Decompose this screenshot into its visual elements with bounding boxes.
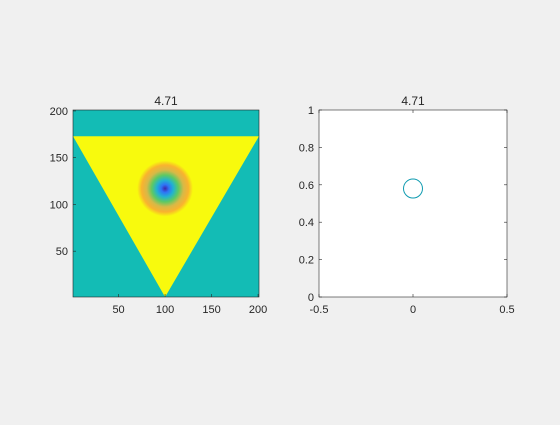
image-x-tick-label: 100: [156, 304, 174, 316]
triangle-region: [73, 136, 259, 297]
scatter-y-tick-label: 0.6: [299, 180, 314, 192]
gaussian-blob: [137, 160, 193, 217]
image-x-tick-label: 50: [112, 304, 124, 316]
scatter-point[interactable]: [403, 178, 423, 199]
image-y-tick-label: 50: [56, 246, 68, 258]
image-y-tick-label: 150: [50, 153, 68, 165]
scatter-x-tick-label: -0.5: [310, 304, 329, 316]
image-x-tick-label: 150: [202, 304, 220, 316]
image-y-ticks: 50 100 150 200: [50, 106, 76, 258]
image-title: 4.71: [154, 94, 178, 108]
scatter-y-tick-label: 0.8: [299, 142, 314, 154]
scatter-background: [319, 110, 507, 297]
scatter-y-tick-label: 0.2: [299, 255, 314, 267]
scatter-x-ticks: -0.5 0 0.5: [310, 110, 515, 316]
image-axes-frame: [72, 109, 260, 298]
image-x-ticks: 50 100 150 200: [112, 294, 267, 316]
image-x-tick-label: 200: [249, 304, 267, 316]
image-axes[interactable]: 50 100 150 200 50 100 150 200 4.71: [50, 94, 268, 316]
scatter-axes[interactable]: -0.5 0 0.5 00.20.40.60.81 4.71: [299, 94, 515, 316]
scatter-points: [403, 178, 423, 199]
scatter-x-tick-label: 0.5: [499, 304, 514, 316]
scatter-y-tick-label: 0: [308, 292, 314, 304]
scatter-y-ticks: 0 0.2 0.4 0.6 0.8 1: [299, 105, 507, 304]
scatter-title: 4.71: [401, 94, 425, 108]
image-y-tick-label: 200: [50, 106, 68, 118]
scatter-y-tick-label: 0.4: [299, 217, 314, 229]
image-y-tick-label: 100: [50, 199, 68, 211]
scatter-x-tick-label: 0: [410, 304, 416, 316]
scatter-y-tick-label: 1: [308, 105, 314, 117]
